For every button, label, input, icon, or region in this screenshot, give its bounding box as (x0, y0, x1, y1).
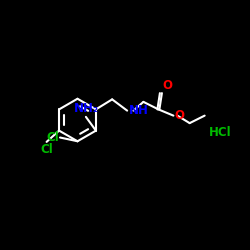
Text: NH₂: NH₂ (74, 102, 98, 115)
Text: NH: NH (128, 104, 148, 117)
Text: HCl: HCl (209, 126, 231, 139)
Text: Cl: Cl (40, 143, 53, 156)
Text: Cl: Cl (46, 131, 59, 144)
Text: O: O (175, 109, 185, 122)
Text: O: O (162, 79, 172, 92)
